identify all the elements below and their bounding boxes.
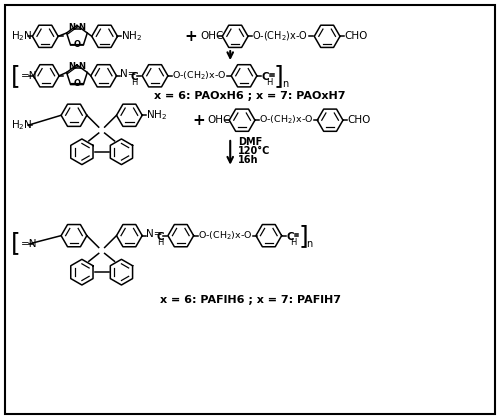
Text: +: + xyxy=(184,29,197,44)
Text: O-(CH$_2$)x-O: O-(CH$_2$)x-O xyxy=(172,70,227,82)
Text: [: [ xyxy=(10,64,20,88)
Text: O-(CH$_2$)x-O: O-(CH$_2$)x-O xyxy=(198,229,252,242)
Text: $\bf{C}$: $\bf{C}$ xyxy=(156,230,164,242)
Text: =N: =N xyxy=(20,238,37,248)
Text: H$_2$N: H$_2$N xyxy=(10,118,32,132)
Text: N=: N= xyxy=(120,69,137,79)
Text: +: + xyxy=(192,113,205,128)
Text: [: [ xyxy=(10,232,20,256)
Text: $\bf{C}$: $\bf{C}$ xyxy=(130,70,139,82)
Text: ]: ] xyxy=(274,64,283,88)
Text: n: n xyxy=(282,79,288,89)
Text: O-(CH$_2$)x-O: O-(CH$_2$)x-O xyxy=(252,29,308,43)
Text: H: H xyxy=(157,238,163,247)
Text: =N: =N xyxy=(20,71,37,81)
Text: NH$_2$: NH$_2$ xyxy=(122,29,142,43)
Text: N: N xyxy=(68,62,75,71)
Text: ]: ] xyxy=(298,224,308,248)
Text: 16h: 16h xyxy=(238,155,258,165)
Text: N: N xyxy=(78,62,86,71)
Text: H: H xyxy=(290,238,297,247)
Text: N: N xyxy=(78,23,86,31)
Text: NH$_2$: NH$_2$ xyxy=(146,109,168,122)
Text: $\bf{C}$: $\bf{C}$ xyxy=(261,70,270,82)
Text: x = 6: PAFlH6 ; x = 7: PAFlH7: x = 6: PAFlH6 ; x = 7: PAFlH7 xyxy=(160,295,340,305)
Text: N=: N= xyxy=(146,229,162,239)
Text: OHC: OHC xyxy=(208,115,231,125)
Text: CHO: CHO xyxy=(347,115,370,125)
Text: H: H xyxy=(266,78,272,87)
Text: H$_2$N: H$_2$N xyxy=(10,29,32,43)
Text: N: N xyxy=(68,23,75,31)
Text: 120°C: 120°C xyxy=(238,146,270,156)
Text: x = 6: PAOxH6 ; x = 7: PAOxH7: x = 6: PAOxH6 ; x = 7: PAOxH7 xyxy=(154,91,346,101)
Text: O-(CH$_2$)x-O: O-(CH$_2$)x-O xyxy=(259,114,314,127)
Text: O: O xyxy=(74,80,80,88)
Text: CHO: CHO xyxy=(344,31,368,41)
Text: n: n xyxy=(306,238,312,248)
Text: O: O xyxy=(74,40,80,49)
Text: H: H xyxy=(131,78,138,87)
Text: DMF: DMF xyxy=(238,137,262,147)
Text: OHC: OHC xyxy=(200,31,224,41)
Text: $\bf{C}$: $\bf{C}$ xyxy=(286,230,294,242)
